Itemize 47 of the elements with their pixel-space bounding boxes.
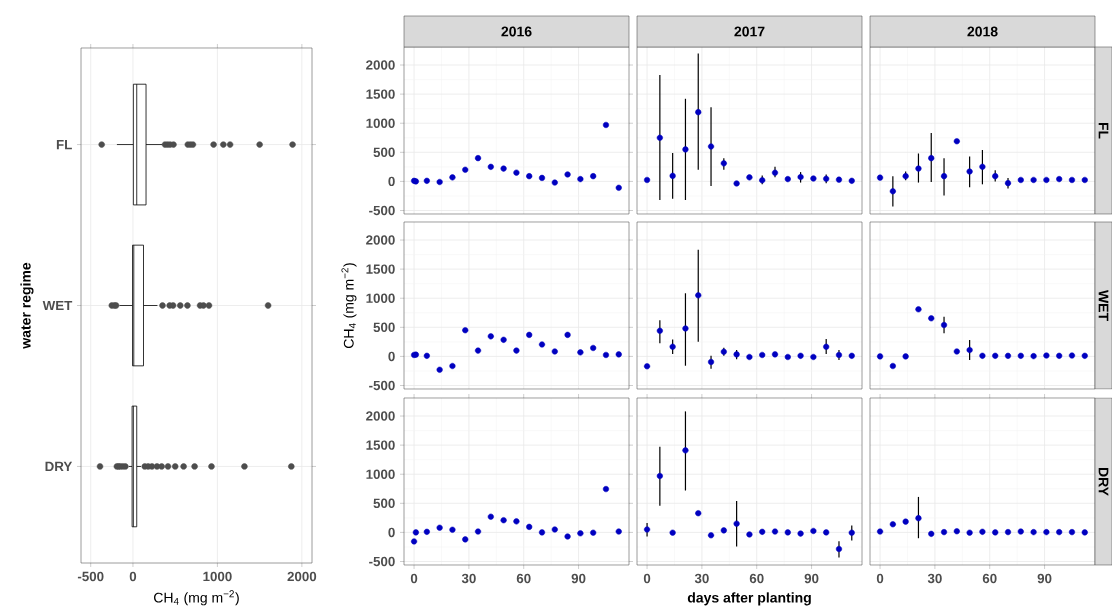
y-tick-label: FL — [56, 139, 72, 150]
chart-title: 2017 — [734, 26, 765, 37]
x-tick-label: 30 — [694, 573, 709, 584]
y-tick-label: 500 — [373, 322, 395, 333]
x-tick-label: 0 — [876, 573, 884, 584]
x-tick-label: 2000 — [287, 571, 317, 582]
y-axis-title: CH$_{4}$ (mg m$^{−2}$) — [341, 263, 357, 348]
text: FL — [1098, 122, 1109, 139]
x-tick-label: 90 — [1037, 573, 1052, 584]
x-tick-label: 60 — [982, 573, 997, 584]
y-tick-label: WET — [42, 300, 73, 311]
x-tick-label: 30 — [461, 573, 476, 584]
x-tick-label: 30 — [927, 573, 942, 584]
x-tick-label: 60 — [516, 573, 531, 584]
y-tick-label: 0 — [388, 527, 395, 538]
x-tick-label: 0 — [643, 573, 651, 584]
y-tick-label: 500 — [373, 147, 395, 158]
x-tick-label: 0 — [410, 573, 418, 584]
x-tick-label: 60 — [749, 573, 764, 584]
y-tick-label: 0 — [388, 351, 395, 362]
y-tick-label: -500 — [369, 380, 395, 391]
y-tick-label: -500 — [369, 556, 395, 567]
y-tick-label: 1500 — [366, 440, 395, 450]
y-tick-label: 2000 — [366, 411, 395, 421]
y-tick-label: 0 — [388, 176, 395, 187]
x-tick-label: 1000 — [203, 571, 232, 582]
x-tick-label: -500 — [77, 571, 104, 582]
chart-title: 2016 — [501, 26, 532, 37]
y-tick-label: 1500 — [366, 264, 395, 274]
x-axis-title: days after planting — [687, 592, 811, 606]
x-tick-label: 90 — [804, 573, 819, 584]
y-tick-label: DRY — [45, 461, 73, 472]
y-tick-label: 1000 — [366, 469, 395, 479]
text: DRY — [1098, 467, 1109, 496]
y-tick-label: 500 — [373, 498, 395, 509]
y-tick-label: 1500 — [366, 89, 395, 99]
y-axis-title: water regime — [20, 262, 34, 349]
y-tick-label: -500 — [369, 205, 395, 216]
y-tick-label: 1000 — [366, 293, 395, 303]
y-tick-label: 2000 — [366, 60, 395, 70]
y-tick-label: 2000 — [366, 235, 395, 245]
x-tick-label: 90 — [571, 573, 586, 584]
x-axis-title: CH$_{4}$ (mg m$^{−2}$) — [154, 590, 239, 606]
chart-title: 2018 — [967, 26, 998, 37]
x-tick-label: 0 — [129, 571, 137, 582]
text: WET — [1098, 289, 1109, 321]
y-tick-label: 1000 — [366, 118, 395, 128]
